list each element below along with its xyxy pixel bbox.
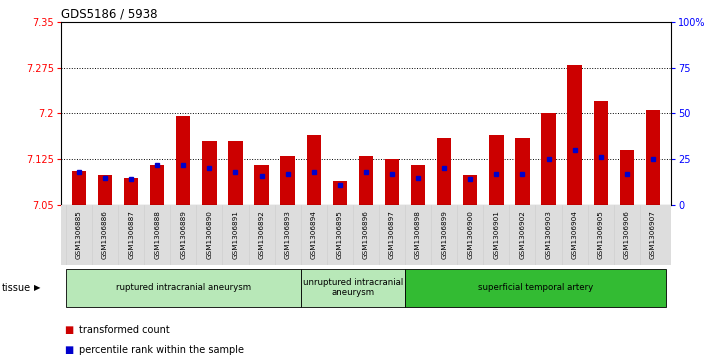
Bar <box>593 101 608 205</box>
Bar <box>489 135 503 205</box>
Text: transformed count: transformed count <box>79 325 169 335</box>
Text: GSM1306905: GSM1306905 <box>598 210 604 259</box>
Bar <box>385 159 399 205</box>
Text: GSM1306904: GSM1306904 <box>572 210 578 259</box>
Text: GSM1306906: GSM1306906 <box>624 210 630 259</box>
Text: GSM1306890: GSM1306890 <box>206 210 212 259</box>
Text: GSM1306886: GSM1306886 <box>102 210 108 259</box>
Bar <box>620 150 634 205</box>
Bar <box>254 166 268 205</box>
Bar <box>405 269 666 307</box>
Bar <box>72 171 86 205</box>
Text: GSM1306893: GSM1306893 <box>285 210 291 259</box>
Text: tissue: tissue <box>2 283 31 293</box>
Bar <box>176 117 191 205</box>
Bar <box>645 110 660 205</box>
Bar <box>358 156 373 205</box>
Text: GSM1306891: GSM1306891 <box>233 210 238 259</box>
Text: GSM1306900: GSM1306900 <box>467 210 473 259</box>
Text: ■: ■ <box>64 345 74 355</box>
Bar <box>228 141 243 205</box>
Text: GSM1306903: GSM1306903 <box>545 210 551 259</box>
Text: GSM1306894: GSM1306894 <box>311 210 317 259</box>
Text: GSM1306895: GSM1306895 <box>337 210 343 259</box>
Bar <box>541 113 555 205</box>
Bar <box>66 269 301 307</box>
Text: ruptured intracranial aneurysm: ruptured intracranial aneurysm <box>116 283 251 292</box>
Bar <box>124 178 139 205</box>
Text: GSM1306896: GSM1306896 <box>363 210 369 259</box>
Text: GSM1306901: GSM1306901 <box>493 210 499 259</box>
Bar <box>202 141 216 205</box>
Bar <box>516 138 530 205</box>
Bar <box>306 135 321 205</box>
Text: unruptured intracranial
aneurysm: unruptured intracranial aneurysm <box>303 278 403 297</box>
Bar <box>568 65 582 205</box>
Text: ▶: ▶ <box>34 283 41 292</box>
Text: superficial temporal artery: superficial temporal artery <box>478 283 593 292</box>
Text: GSM1306907: GSM1306907 <box>650 210 656 259</box>
Text: GSM1306888: GSM1306888 <box>154 210 160 259</box>
Text: GSM1306902: GSM1306902 <box>520 210 526 259</box>
Text: GSM1306898: GSM1306898 <box>415 210 421 259</box>
Bar <box>150 166 164 205</box>
Text: ■: ■ <box>64 325 74 335</box>
Text: percentile rank within the sample: percentile rank within the sample <box>79 345 243 355</box>
Text: GDS5186 / 5938: GDS5186 / 5938 <box>61 8 157 21</box>
Bar <box>98 175 112 205</box>
Bar <box>333 181 347 205</box>
Text: GSM1306899: GSM1306899 <box>441 210 447 259</box>
Bar <box>301 269 405 307</box>
Text: GSM1306892: GSM1306892 <box>258 210 265 259</box>
Text: GSM1306897: GSM1306897 <box>389 210 395 259</box>
Bar <box>437 138 451 205</box>
Text: GSM1306887: GSM1306887 <box>128 210 134 259</box>
Bar <box>281 156 295 205</box>
Text: GSM1306885: GSM1306885 <box>76 210 82 259</box>
Bar <box>463 175 478 205</box>
Text: GSM1306889: GSM1306889 <box>181 210 186 259</box>
Bar <box>411 166 426 205</box>
